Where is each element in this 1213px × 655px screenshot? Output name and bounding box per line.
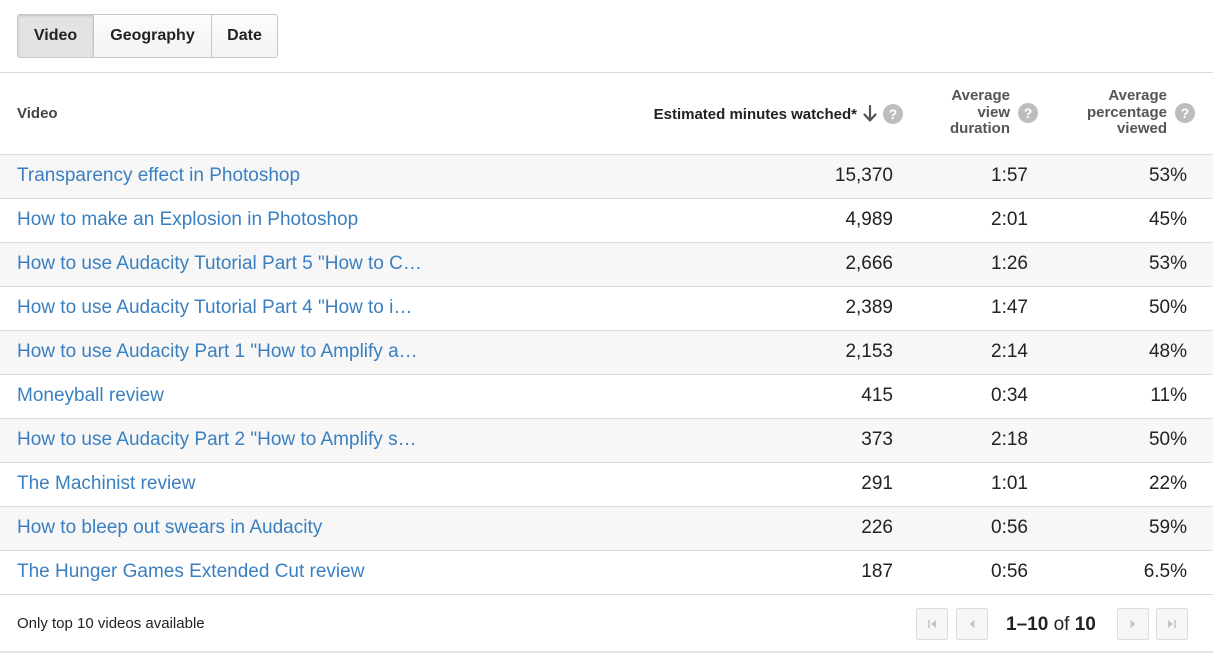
table-row: How to bleep out swears in Audacity 226 … <box>0 507 1213 551</box>
video-table: Video Estimated minutes watched* ? Avera… <box>0 72 1213 653</box>
header-video[interactable]: Video <box>17 105 58 122</box>
header-avg-percentage-viewed-line: Average <box>1108 87 1167 104</box>
avg-percentage-viewed: 22% <box>1148 473 1187 494</box>
header-avg-percentage-viewed-line: viewed <box>1116 120 1167 137</box>
avg-percentage-viewed: 6.5% <box>1143 561 1187 582</box>
table-row: How to use Audacity Part 1 "How to Ampli… <box>0 331 1213 375</box>
avg-percentage-viewed: 53% <box>1148 253 1187 274</box>
video-title-link[interactable]: How to use Audacity Tutorial Part 5 "How… <box>17 253 422 274</box>
next-page-button[interactable] <box>1117 608 1149 640</box>
video-title-link[interactable]: Transparency effect in Photoshop <box>17 165 301 186</box>
tab-date[interactable]: Date <box>212 15 277 57</box>
avg-percentage-viewed: 45% <box>1148 209 1187 230</box>
next-page-icon <box>1130 620 1136 628</box>
video-title-link[interactable]: How to use Audacity Part 2 "How to Ampli… <box>17 429 417 450</box>
minutes-watched: 2,153 <box>845 341 893 362</box>
avg-view-duration: 1:47 <box>991 297 1028 318</box>
video-title-link[interactable]: How to make an Explosion in Photoshop <box>17 209 359 230</box>
pagination-range-value: 1–10 <box>1006 614 1049 635</box>
table-row: How to use Audacity Tutorial Part 4 "How… <box>0 287 1213 331</box>
table-row: The Machinist review 291 1:01 22% <box>0 463 1213 507</box>
table-row: Moneyball review 415 0:34 11% <box>0 375 1213 419</box>
help-icon[interactable]: ? <box>883 104 903 124</box>
header-avg-view-duration[interactable]: Average view duration ? <box>950 87 1038 138</box>
avg-view-duration: 1:26 <box>991 253 1028 274</box>
avg-view-duration: 0:56 <box>991 561 1028 582</box>
avg-view-duration: 2:01 <box>991 209 1028 230</box>
last-page-icon <box>1168 620 1176 628</box>
minutes-watched: 2,666 <box>845 253 893 274</box>
video-title-link[interactable]: Moneyball review <box>17 385 164 406</box>
avg-percentage-viewed: 50% <box>1148 297 1187 318</box>
table-footer: Only top 10 videos available 1–10 of 10 <box>0 595 1213 653</box>
header-avg-percentage-viewed[interactable]: Average percentage viewed ? <box>1086 87 1195 138</box>
avg-view-duration: 0:34 <box>991 385 1028 406</box>
avg-view-duration: 2:14 <box>991 341 1028 362</box>
minutes-watched: 373 <box>861 429 893 450</box>
avg-percentage-viewed: 11% <box>1150 385 1187 406</box>
header-avg-view-duration-line: Average <box>951 87 1010 104</box>
avg-percentage-viewed: 59% <box>1148 517 1187 538</box>
header-avg-percentage-viewed-line: percentage <box>1086 103 1167 121</box>
minutes-watched: 415 <box>861 385 893 406</box>
video-title-link[interactable]: How to use Audacity Part 1 "How to Ampli… <box>17 341 418 362</box>
table-row: How to make an Explosion in Photoshop 4,… <box>0 199 1213 243</box>
help-icon[interactable]: ? <box>1175 102 1195 123</box>
table-row: The Hunger Games Extended Cut review 187… <box>0 551 1213 595</box>
header-estimated-minutes[interactable]: Estimated minutes watched* ? <box>654 104 903 124</box>
avg-view-duration: 0:56 <box>991 517 1028 538</box>
minutes-watched: 2,389 <box>845 297 893 318</box>
last-page-button[interactable] <box>1156 608 1188 640</box>
video-title-link[interactable]: How to bleep out swears in Audacity <box>17 517 323 538</box>
minutes-watched: 226 <box>861 517 893 538</box>
footer-note: Only top 10 videos available <box>17 615 205 632</box>
video-title-link[interactable]: How to use Audacity Tutorial Part 4 "How… <box>17 297 413 318</box>
table-row: How to use Audacity Tutorial Part 5 "How… <box>0 243 1213 287</box>
avg-view-duration: 1:01 <box>991 473 1028 494</box>
video-title-link[interactable]: The Hunger Games Extended Cut review <box>17 561 365 582</box>
avg-percentage-viewed: 48% <box>1148 341 1187 362</box>
table-header: Video Estimated minutes watched* ? Avera… <box>0 73 1213 155</box>
avg-percentage-viewed: 53% <box>1148 165 1187 186</box>
tab-geography[interactable]: Geography <box>94 15 212 57</box>
minutes-watched: 187 <box>861 561 893 582</box>
first-page-button[interactable] <box>916 608 948 640</box>
help-icon[interactable]: ? <box>1018 102 1038 123</box>
first-page-icon <box>928 620 936 628</box>
previous-page-icon <box>969 620 975 628</box>
header-avg-view-duration-line: view <box>977 103 1010 121</box>
video-title-link[interactable]: The Machinist review <box>17 473 196 494</box>
arrow-down-icon <box>863 105 877 122</box>
avg-view-duration: 1:57 <box>991 165 1028 186</box>
pagination-of-label: of <box>1053 614 1070 635</box>
avg-percentage-viewed: 50% <box>1148 429 1187 450</box>
minutes-watched: 4,989 <box>845 209 893 230</box>
minutes-watched: 291 <box>861 473 893 494</box>
pagination-range: 1–10 of 10 <box>1006 614 1096 636</box>
tab-video[interactable]: Video <box>18 15 94 57</box>
header-avg-view-duration-line: duration <box>950 120 1010 137</box>
table-row: Transparency effect in Photoshop 15,370 … <box>0 155 1213 199</box>
pagination-total: 10 <box>1074 614 1096 635</box>
previous-page-button[interactable] <box>956 608 988 640</box>
report-tabs: Video Geography Date <box>17 14 278 58</box>
table-row: How to use Audacity Part 2 "How to Ampli… <box>0 419 1213 463</box>
avg-view-duration: 2:18 <box>991 429 1028 450</box>
header-estimated-minutes-label[interactable]: Estimated minutes watched* <box>653 105 857 123</box>
minutes-watched: 15,370 <box>834 165 893 186</box>
